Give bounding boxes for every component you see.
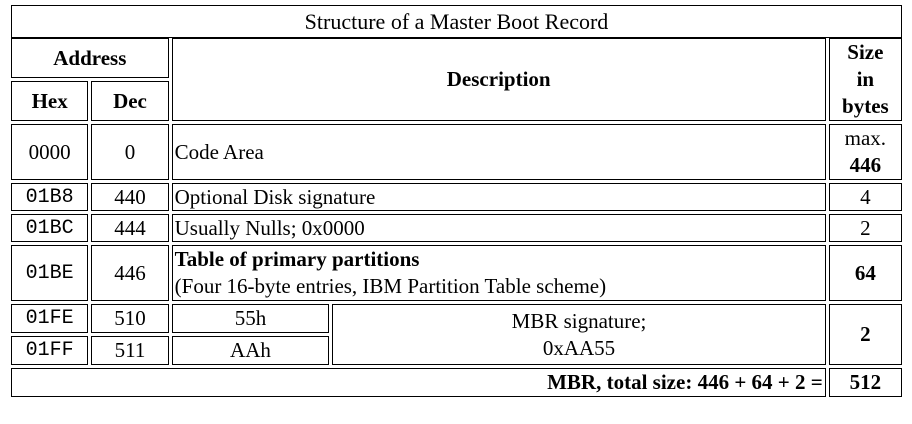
- dec-header: Dec: [91, 81, 169, 121]
- total-label: MBR, total size: 446 + 64 + 2 =: [11, 368, 826, 397]
- description-cell: Usually Nulls; 0x0000: [171, 214, 826, 242]
- dec-cell: 0: [91, 124, 169, 180]
- size-prefix: max.: [844, 126, 887, 150]
- signature-line2: 0xAA55: [542, 335, 616, 360]
- hex-cell: 0000: [11, 124, 89, 180]
- table-row: 01B8 440 Optional Disk signature 4: [11, 183, 902, 211]
- size-header-line1: Size: [847, 40, 884, 64]
- dec-cell: 511: [91, 336, 169, 365]
- signature-line1: MBR signature;: [511, 308, 647, 333]
- hex-header: Hex: [11, 81, 89, 121]
- partition-table-subtitle: (Four 16-byte entries, IBM Partition Tab…: [174, 274, 607, 298]
- header-row-1: Address Description Size in bytes: [11, 38, 902, 121]
- byte-value-cell: AAh: [171, 336, 330, 365]
- total-value: 512: [828, 368, 902, 397]
- size-header: Size in bytes: [828, 38, 902, 121]
- description-header: Description: [171, 38, 826, 121]
- mbr-structure-table: Structure of a Master Boot Record Addres…: [8, 5, 905, 400]
- size-header-line2: in: [856, 67, 875, 91]
- description-cell: Code Area: [171, 124, 826, 180]
- byte-value-cell: 55h: [171, 304, 330, 333]
- size-header-line3: bytes: [842, 94, 889, 118]
- description-cell: Table of primary partitions (Four 16-byt…: [171, 245, 826, 301]
- dec-cell: 446: [91, 245, 169, 301]
- table-row: 01FF 511 AAh: [11, 336, 902, 365]
- hex-cell: 01B8: [11, 183, 89, 211]
- size-cell: 64: [828, 245, 902, 301]
- dec-cell: 510: [91, 304, 169, 333]
- hex-cell: 01BC: [11, 214, 89, 242]
- size-cell: max. 446: [828, 124, 902, 180]
- total-row: MBR, total size: 446 + 64 + 2 = 512: [11, 368, 902, 397]
- mbr-signature-cell: MBR signature; 0xAA55: [332, 304, 826, 365]
- signature-size-cell: 2: [828, 304, 902, 365]
- description-cell: Optional Disk signature: [171, 183, 826, 211]
- hex-cell: 01FF: [11, 336, 89, 365]
- dec-cell: 440: [91, 183, 169, 211]
- table-row: 0000 0 Code Area max. 446: [11, 124, 902, 180]
- partition-table-title: Table of primary partitions: [174, 247, 420, 271]
- table-row: 01BC 444 Usually Nulls; 0x0000 2: [11, 214, 902, 242]
- header-row-2: Hex Dec: [11, 81, 902, 121]
- hex-cell: 01BE: [11, 245, 89, 301]
- size-cell: 2: [828, 214, 902, 242]
- table-caption: Structure of a Master Boot Record: [11, 5, 902, 38]
- dec-cell: 444: [91, 214, 169, 242]
- size-value: 446: [849, 153, 882, 177]
- address-header: Address: [11, 38, 169, 78]
- size-cell: 4: [828, 183, 902, 211]
- hex-cell: 01FE: [11, 304, 89, 333]
- table-row: 01FE 510 55h MBR signature; 0xAA55 2: [11, 304, 902, 365]
- table-row: 01BE 446 Table of primary partitions (Fo…: [11, 245, 902, 301]
